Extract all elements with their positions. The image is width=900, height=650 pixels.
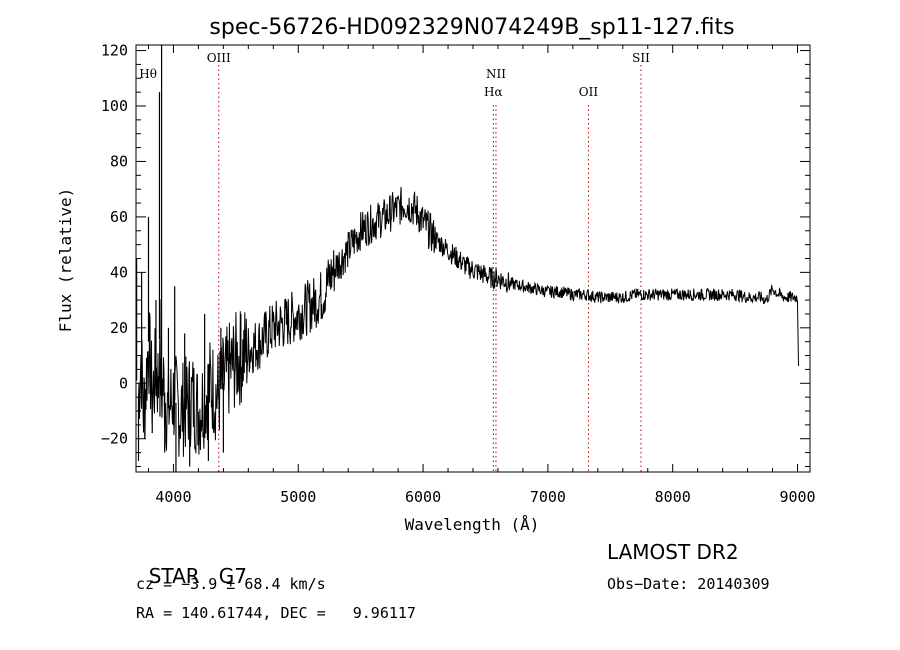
redshift-label: cz = −3.9 ± 68.4 km/s	[136, 575, 326, 593]
y-tick-label: 40	[110, 263, 128, 281]
x-tick-label: 6000	[405, 488, 441, 506]
y-tick-label: 120	[101, 42, 128, 60]
y-tick-label: 80	[110, 152, 128, 170]
y-tick-label: 100	[101, 97, 128, 115]
y-tick-label: 20	[110, 319, 128, 337]
x-tick-label: 4000	[155, 488, 191, 506]
x-tick-label: 8000	[655, 488, 691, 506]
x-tick-label: 5000	[280, 488, 316, 506]
class-label: STAR	[148, 564, 200, 588]
spectrum-chart: spec-56726-HD092329N074249B_sp11-127.fit…	[56, 15, 816, 534]
emission-line-label: OIII	[207, 51, 231, 65]
y-axis-label: Flux (relative)	[56, 188, 75, 333]
chart-title: spec-56726-HD092329N074249B_sp11-127.fit…	[209, 15, 734, 40]
emission-line-label: Hθ	[139, 67, 157, 81]
subclass-label: G7	[218, 564, 247, 588]
x-axis: 4000 5000 6000 7000 8000 9000	[147, 45, 816, 506]
y-tick-label: −20	[101, 430, 128, 448]
emission-line-label: Hα	[484, 85, 503, 99]
y-tick-label: 0	[119, 374, 128, 392]
obs-date-label: Obs−Date: 20140309	[607, 575, 770, 593]
y-tick-label: 60	[110, 208, 128, 226]
y-axis: −20 0 20 40 60 80 100 120	[101, 42, 810, 467]
coordinates-label: RA = 140.61744, DEC = 9.96117	[136, 604, 416, 622]
x-tick-label: 7000	[530, 488, 566, 506]
emission-line-markers: Hθ OIII NII Hα OII SII	[139, 51, 650, 472]
plot-frame	[135, 44, 811, 473]
spectrum-series	[136, 45, 799, 472]
x-tick-label: 9000	[779, 488, 815, 506]
survey-label: LAMOST DR2	[607, 540, 739, 564]
emission-line-label: NII	[486, 67, 506, 81]
object-class: STAR G7	[136, 540, 247, 588]
spectrum-line	[138, 186, 799, 457]
emission-line-label: SII	[632, 51, 650, 65]
x-axis-label: Wavelength (Å)	[405, 515, 540, 534]
emission-line-label: OII	[579, 85, 599, 99]
